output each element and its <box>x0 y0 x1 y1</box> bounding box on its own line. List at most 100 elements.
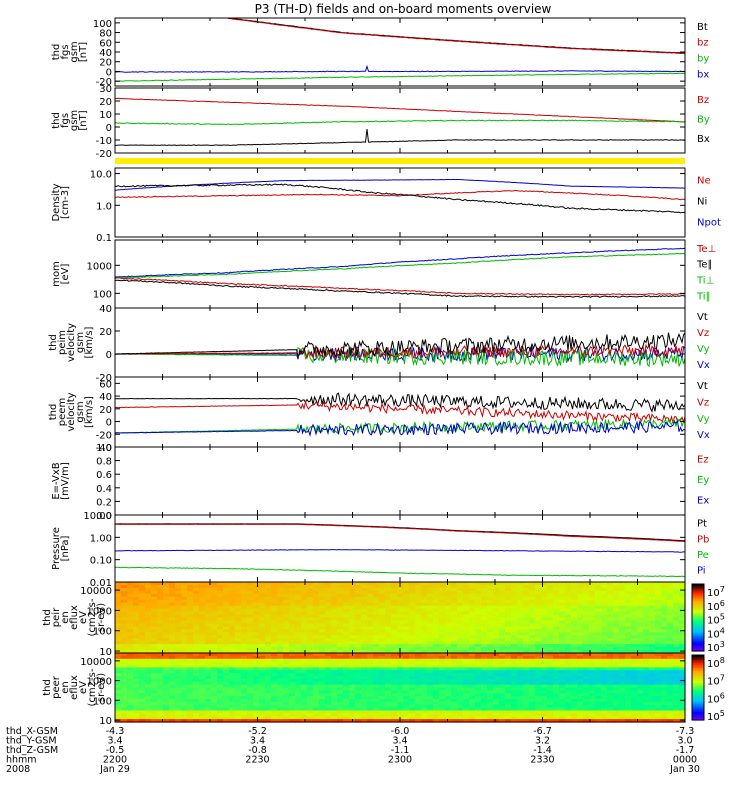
spectrogram-cell <box>361 587 368 592</box>
spectrogram-cell <box>427 582 434 586</box>
spectrogram-cell <box>331 632 338 636</box>
spectrogram-cell <box>367 704 374 709</box>
spectrogram-cell <box>133 678 140 683</box>
spectrogram-cell <box>289 582 296 586</box>
spectrogram-cell <box>523 614 530 619</box>
spectrogram-cell <box>517 593 524 598</box>
spectrogram-cell <box>355 655 362 660</box>
spectrogram-cell <box>577 676 584 680</box>
spectrogram-cell <box>331 667 338 671</box>
spectrogram-cell <box>613 716 620 720</box>
spectrogram-cell <box>583 590 590 595</box>
spectrogram-cell <box>547 707 554 712</box>
spectrogram-cell <box>253 582 260 586</box>
spectrogram-cell <box>181 653 188 657</box>
spectrogram-cell <box>439 678 446 683</box>
spectrogram-cell <box>151 602 158 607</box>
spectrogram-cell <box>145 655 152 660</box>
spectrogram-cell <box>121 707 128 712</box>
spectrogram-cell <box>607 593 614 598</box>
spectrogram-cell <box>331 593 338 598</box>
spectrogram-cell <box>121 635 128 639</box>
spectrogram-cell <box>205 638 212 642</box>
spectrogram-cell <box>229 696 236 700</box>
spectrogram-cell <box>529 647 536 651</box>
spectrogram-cell <box>577 602 584 607</box>
spectrogram-cell <box>517 701 524 706</box>
spectrogram-cell <box>307 629 314 633</box>
spectrogram-cell <box>637 704 644 709</box>
spectrogram-cell <box>163 611 170 616</box>
spectrogram-cell <box>145 704 152 709</box>
spectrogram-cell <box>265 641 272 645</box>
spectrogram-cell <box>289 587 296 592</box>
spectrogram-cell <box>421 620 428 625</box>
spectrogram-cell <box>367 658 374 663</box>
spectrogram-cell <box>247 661 254 666</box>
spectrogram-cell <box>295 690 302 694</box>
spectrogram-cell <box>643 582 650 586</box>
spectrogram-cell <box>127 641 134 645</box>
spectrogram-cell <box>451 608 458 613</box>
spectrogram-cell <box>631 719 638 723</box>
spectrogram-cell <box>385 678 392 683</box>
spectrogram-cell <box>451 638 458 642</box>
spectrogram-cell <box>157 681 164 686</box>
spectrogram-cell <box>517 638 524 642</box>
spectrogram-cell <box>475 696 482 700</box>
spectrogram-cell <box>271 658 278 663</box>
spectrogram-cell <box>289 635 296 639</box>
spectrogram-cell <box>673 650 680 654</box>
y-tick-label: 0 <box>106 350 112 361</box>
spectrogram-cell <box>595 710 602 714</box>
spectrogram-cell <box>223 590 230 595</box>
spectrogram-cell <box>589 719 596 723</box>
spectrogram-cell <box>235 676 242 680</box>
spectrogram-cell <box>547 614 554 619</box>
spectrogram-cell <box>439 681 446 686</box>
spectrogram-cell <box>421 690 428 694</box>
spectrogram-cell <box>565 590 572 595</box>
y-tick-label: 100 <box>93 289 112 300</box>
spectrogram-cell <box>505 590 512 595</box>
spectrogram-cell <box>463 710 470 714</box>
spectrogram-cell <box>409 585 416 589</box>
spectrogram-cell <box>319 617 326 622</box>
spectrogram-cell <box>487 587 494 592</box>
spectrogram-cell <box>343 644 350 648</box>
spectrogram-cell <box>211 713 218 717</box>
spectrogram-cell <box>175 590 182 595</box>
spectrogram-cell <box>505 614 512 619</box>
spectrogram-cell <box>223 701 230 706</box>
spectrogram-cell <box>205 620 212 625</box>
spectrogram-cell <box>391 587 398 592</box>
spectrogram-cell <box>493 611 500 616</box>
legend-entry: Vy <box>697 414 710 425</box>
spectrogram-cell <box>499 684 506 689</box>
spectrogram-cell <box>415 617 422 622</box>
spectrogram-cell <box>163 593 170 598</box>
spectrogram-cell <box>163 667 170 671</box>
spectrogram-cell <box>619 593 626 598</box>
spectrogram-cell <box>499 707 506 712</box>
spectrogram-cell <box>115 670 122 674</box>
spectrogram-cell <box>319 667 326 671</box>
spectrogram-cell <box>577 710 584 714</box>
y-tick-label: 100 <box>93 627 112 638</box>
spectrogram-cell <box>367 585 374 589</box>
spectrogram-cell <box>463 593 470 598</box>
spectrogram-cell <box>571 716 578 720</box>
spectrogram-cell <box>217 587 224 592</box>
spectrogram-cell <box>637 596 644 601</box>
spectrogram-cell <box>517 693 524 697</box>
spectrogram-cell <box>163 635 170 639</box>
spectrogram-cell <box>343 693 350 697</box>
spectrogram-cell <box>607 611 614 616</box>
spectrogram-cell <box>397 681 404 686</box>
spectrogram-cell <box>145 681 152 686</box>
spectrogram-cell <box>505 707 512 712</box>
spectrogram-cell <box>613 585 620 589</box>
spectrogram-cell <box>445 653 452 657</box>
spectrogram-cell <box>247 704 254 709</box>
spectrogram-cell <box>259 641 266 645</box>
